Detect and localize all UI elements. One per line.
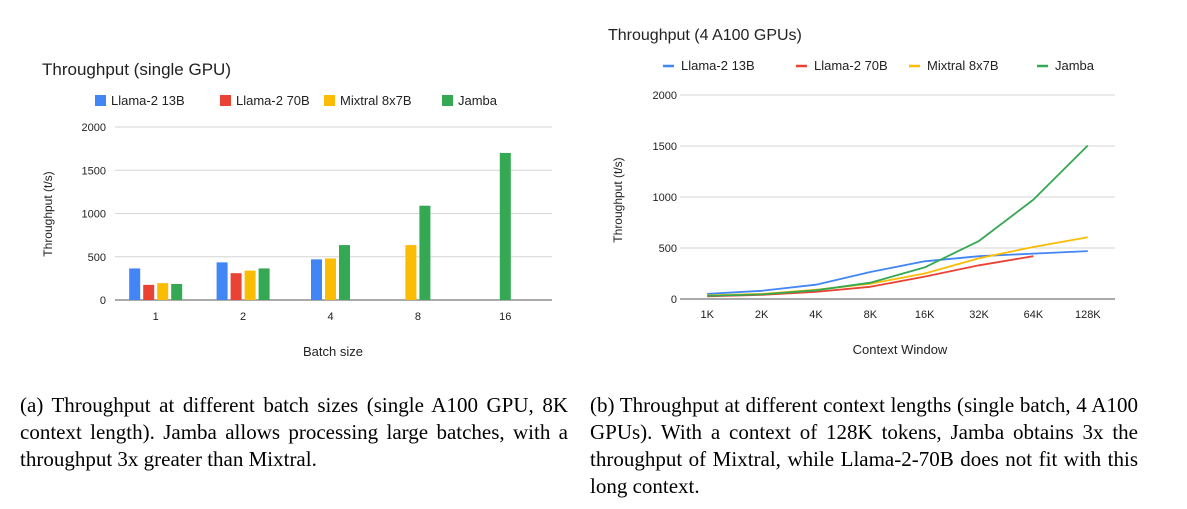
legend-item-llama-2-13b: Llama-2 13B bbox=[95, 93, 185, 108]
chart-lines bbox=[707, 144, 1089, 298]
x-axis-ticks: 1K 2K 4K 8K 16K 32K 64K 128K bbox=[700, 309, 1101, 321]
x-tick-label: 8K bbox=[864, 309, 878, 321]
legend-swatch bbox=[324, 95, 335, 106]
y-axis-label: Throughput (t/s) bbox=[41, 171, 55, 256]
x-tick-label: 1 bbox=[153, 311, 159, 323]
legend-item-jamba: Jamba bbox=[442, 93, 498, 108]
x-axis-ticks: 1 2 4 8 16 bbox=[153, 311, 512, 323]
bar-jamba-batch-2 bbox=[258, 268, 270, 300]
line-chart-four-gpus: Throughput (4 A100 GPUs) Llama-2 13B Llam… bbox=[608, 27, 1115, 357]
figure-caption-a: (a) Throughput at different batch sizes … bbox=[20, 393, 568, 471]
line-jamba bbox=[707, 144, 1089, 297]
y-tick-label: 1000 bbox=[653, 192, 677, 204]
y-tick-label: 2000 bbox=[82, 122, 106, 134]
x-tick-label: 2K bbox=[755, 309, 769, 321]
y-tick-label: 1500 bbox=[653, 141, 677, 153]
x-tick-label: 4 bbox=[327, 311, 333, 323]
x-tick-label: 8 bbox=[415, 311, 421, 323]
legend-label: Jamba bbox=[458, 93, 498, 108]
y-axis-ticks: 0 500 1000 1500 2000 bbox=[653, 90, 677, 306]
figure-caption-b: (b) Throughput at different context leng… bbox=[590, 393, 1138, 498]
x-tick-label: 128K bbox=[1075, 309, 1101, 321]
bar-jamba-batch-4 bbox=[339, 245, 350, 300]
y-tick-label: 0 bbox=[100, 295, 106, 307]
legend-item-llama-2-13b: Llama-2 13B bbox=[663, 58, 755, 73]
chart-title: Throughput (single GPU) bbox=[42, 60, 231, 79]
legend-item-mixtral-8x7b: Mixtral 8x7B bbox=[324, 93, 412, 108]
bar-llama-2-70b-batch-2 bbox=[230, 273, 242, 300]
bar-mixtral-8x7b-batch-8 bbox=[405, 245, 417, 300]
bar-jamba-batch-8 bbox=[419, 205, 431, 300]
line-llama-2-13b bbox=[707, 250, 1088, 295]
x-tick-label: 1K bbox=[700, 309, 714, 321]
y-tick-label: 1500 bbox=[82, 165, 106, 177]
bar-jamba-batch-16 bbox=[499, 152, 511, 300]
legend-label: Llama-2 70B bbox=[814, 58, 888, 73]
x-axis-label: Batch size bbox=[303, 344, 363, 359]
legend-swatch bbox=[220, 95, 231, 106]
legend-item-llama-2-70b: Llama-2 70B bbox=[796, 58, 888, 73]
y-tick-label: 0 bbox=[671, 294, 677, 306]
y-axis-label: Throughput (t/s) bbox=[611, 157, 625, 242]
chart-legend: Llama-2 13B Llama-2 70B Mixtral 8x7B Jamba bbox=[663, 58, 1095, 73]
x-tick-label: 4K bbox=[809, 309, 823, 321]
bar-chart-single-gpu: Throughput (single GPU) Llama-2 13B Llama… bbox=[41, 60, 552, 359]
legend-swatch bbox=[95, 95, 106, 106]
bar-llama-2-13b-batch-1 bbox=[129, 268, 141, 300]
x-tick-label: 16K bbox=[915, 309, 935, 321]
y-tick-label: 2000 bbox=[653, 90, 677, 102]
y-tick-label: 1000 bbox=[82, 209, 106, 221]
bar-llama-2-13b-batch-4 bbox=[311, 259, 322, 300]
legend-label: Llama-2 13B bbox=[681, 58, 755, 73]
bar-llama-2-70b-batch-1 bbox=[143, 284, 155, 300]
chart-panel-four-gpus: Throughput (4 A100 GPUs) Llama-2 13B Llam… bbox=[590, 0, 1187, 509]
legend-item-jamba: Jamba bbox=[1037, 58, 1095, 73]
bar-llama-2-13b-batch-2 bbox=[216, 262, 228, 300]
y-tick-label: 500 bbox=[88, 252, 106, 264]
legend-item-mixtral-8x7b: Mixtral 8x7B bbox=[909, 58, 999, 73]
x-tick-label: 32K bbox=[969, 309, 989, 321]
legend-label: Llama-2 13B bbox=[111, 93, 185, 108]
bar-mixtral-8x7b-batch-1 bbox=[157, 283, 169, 300]
chart-legend: Llama-2 13B Llama-2 70B Mixtral 8x7B Jamba bbox=[95, 93, 498, 108]
x-axis-label: Context Window bbox=[853, 342, 948, 357]
legend-label: Mixtral 8x7B bbox=[340, 93, 412, 108]
legend-label: Mixtral 8x7B bbox=[927, 58, 999, 73]
x-tick-label: 64K bbox=[1024, 309, 1044, 321]
bar-jamba-batch-1 bbox=[171, 283, 183, 300]
legend-label: Jamba bbox=[1055, 58, 1095, 73]
bar-mixtral-8x7b-batch-2 bbox=[244, 270, 256, 300]
y-tick-label: 500 bbox=[659, 243, 677, 255]
legend-swatch bbox=[442, 95, 453, 106]
chart-title: Throughput (4 A100 GPUs) bbox=[608, 27, 802, 44]
legend-label: Llama-2 70B bbox=[236, 93, 310, 108]
bar-mixtral-8x7b-batch-4 bbox=[325, 258, 336, 300]
x-tick-label: 2 bbox=[240, 311, 246, 323]
chart-bars bbox=[129, 152, 511, 300]
x-tick-label: 16 bbox=[499, 311, 511, 323]
y-axis-ticks: 0 500 1000 1500 2000 bbox=[82, 122, 106, 307]
legend-item-llama-2-70b: Llama-2 70B bbox=[220, 93, 310, 108]
chart-gridlines bbox=[680, 94, 1115, 300]
chart-panel-single-gpu: Throughput (single GPU) Llama-2 13B Llama… bbox=[0, 0, 580, 509]
